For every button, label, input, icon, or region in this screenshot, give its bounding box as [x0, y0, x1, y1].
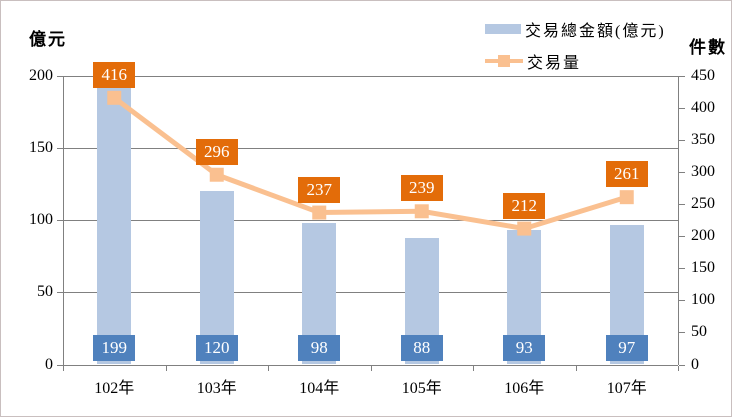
right-axis-tick-label: 50	[691, 323, 707, 341]
right-axis-tick	[679, 236, 685, 238]
line-value-label: 261	[605, 161, 648, 188]
line-swatch-marker	[498, 55, 510, 67]
legend-item-bar: 交易總金額(億元)	[485, 19, 666, 40]
x-category-label: 107年	[606, 379, 647, 397]
x-category-label: 104年	[299, 379, 340, 397]
line-marker	[209, 167, 224, 182]
line-path	[112, 95, 628, 232]
right-axis-tick	[679, 172, 685, 174]
right-axis-tick	[679, 204, 685, 206]
left-axis-tick-label: 50	[37, 283, 53, 301]
x-axis-tick	[370, 365, 372, 371]
x-axis-tick	[678, 365, 679, 371]
bar-value-label: 97	[605, 334, 648, 361]
x-category-label: 103年	[196, 379, 237, 397]
right-axis-tick	[679, 300, 685, 302]
right-axis-tick-label: 350	[691, 131, 715, 149]
gridline	[63, 148, 678, 150]
x-axis-line	[63, 364, 678, 366]
left-axis-tick	[57, 292, 63, 294]
x-category-label: 102年	[94, 379, 135, 397]
line-marker	[414, 204, 429, 219]
left-axis-tick-label: 200	[29, 67, 53, 84]
left-axis-tick	[57, 148, 63, 150]
gridline	[63, 292, 678, 294]
right-axis-tick	[679, 108, 685, 110]
x-category-label: 106年	[504, 379, 545, 397]
gridline	[63, 220, 678, 222]
right-axis-line	[678, 76, 679, 365]
bar-value-label: 199	[93, 334, 136, 361]
x-category-label: 105年	[401, 379, 442, 397]
right-axis-tick-label: 100	[691, 291, 715, 309]
legend-label-bar: 交易總金額(億元)	[525, 23, 666, 40]
left-axis-line	[63, 76, 64, 365]
right-axis-tick-label: 200	[691, 227, 715, 245]
bar-value-label: 120	[195, 334, 238, 361]
line-value-label: 237	[298, 176, 341, 203]
left-axis-tick-label: 150	[29, 139, 53, 157]
left-axis-tick-label: 0	[45, 355, 53, 373]
gridline	[63, 76, 678, 77]
line-value-label: 296	[195, 138, 238, 165]
right-axis-tick	[679, 332, 685, 334]
right-axis-tick	[679, 364, 685, 366]
right-axis-tick-label: 300	[691, 163, 715, 181]
left-axis-title: 億元	[29, 30, 67, 49]
bar-series-swatch	[485, 24, 521, 34]
x-axis-tick	[473, 365, 474, 371]
line-marker	[619, 190, 634, 205]
x-axis-tick	[63, 365, 64, 371]
bar-value-label: 98	[298, 334, 341, 361]
legend-label-line: 交易量	[527, 55, 582, 72]
right-axis-tick	[679, 140, 685, 142]
right-axis-tick	[679, 268, 685, 270]
right-axis-tick-label: 0	[691, 355, 699, 373]
line-value-label: 212	[503, 192, 546, 219]
right-axis-tick	[679, 76, 685, 77]
right-axis-tick-label: 400	[691, 99, 715, 117]
line-value-label: 416	[93, 61, 136, 88]
bar	[97, 77, 132, 365]
legend-item-line: 交易量	[485, 51, 666, 72]
left-axis-tick	[57, 220, 63, 222]
x-axis-tick	[575, 365, 577, 371]
right-axis-tick-label: 250	[691, 195, 715, 213]
x-axis-tick	[268, 365, 269, 371]
legend: 交易總金額(億元) 交易量	[485, 19, 666, 72]
line-value-label: 239	[400, 175, 443, 202]
left-axis-tick	[57, 76, 63, 77]
right-axis-tick-label: 450	[691, 67, 715, 84]
right-axis-tick-label: 150	[691, 259, 715, 277]
left-axis-tick-label: 100	[29, 211, 53, 229]
line-series-swatch	[485, 54, 523, 68]
bar-value-label: 93	[503, 334, 546, 361]
bar-value-label: 88	[400, 334, 443, 361]
x-axis-tick	[165, 365, 167, 371]
left-axis-tick	[57, 364, 63, 366]
line-marker	[312, 205, 327, 220]
right-axis-title: 件數	[689, 38, 727, 57]
